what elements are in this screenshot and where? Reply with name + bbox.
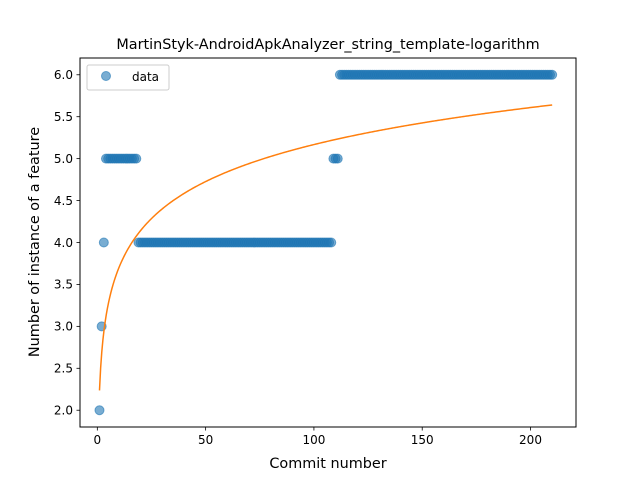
data-point — [94, 405, 105, 416]
x-tick-label: 0 — [94, 433, 102, 447]
y-tick-label: 3.0 — [54, 320, 73, 334]
x-tick-label: 100 — [302, 433, 325, 447]
y-tick-label: 6.0 — [54, 68, 73, 82]
x-axis-label: Commit number — [269, 456, 386, 472]
y-tick-label: 5.0 — [54, 152, 73, 166]
x-tick-label: 150 — [411, 433, 434, 447]
y-tick-label: 4.5 — [54, 194, 73, 208]
y-tick-label: 2.5 — [54, 362, 73, 376]
x-tick-label: 200 — [519, 433, 542, 447]
legend-marker — [101, 71, 111, 81]
data-point — [98, 237, 109, 248]
y-tick-label: 5.5 — [54, 110, 73, 124]
y-tick-label: 2.0 — [54, 404, 73, 418]
y-tick-label: 3.5 — [54, 278, 73, 292]
legend: data — [86, 64, 170, 91]
y-axis: 2.0 2.5 3.0 3.5 4.0 4.5 5.0 5.5 6.0 — [54, 68, 80, 418]
data-point — [547, 69, 558, 80]
data-point — [326, 237, 337, 248]
x-axis: 0 50 100 150 200 — [94, 427, 542, 447]
legend-label: data — [132, 70, 159, 84]
data-point — [332, 153, 343, 164]
fit-line — [98, 104, 553, 391]
y-tick-label: 4.0 — [54, 236, 73, 250]
chart-title: MartinStyk-AndroidApkAnalyzer_string_tem… — [116, 37, 539, 53]
data-point — [131, 153, 142, 164]
plot-area — [94, 69, 558, 416]
x-tick-label: 50 — [198, 433, 213, 447]
y-axis-label: Number of instance of a feature — [27, 127, 43, 357]
